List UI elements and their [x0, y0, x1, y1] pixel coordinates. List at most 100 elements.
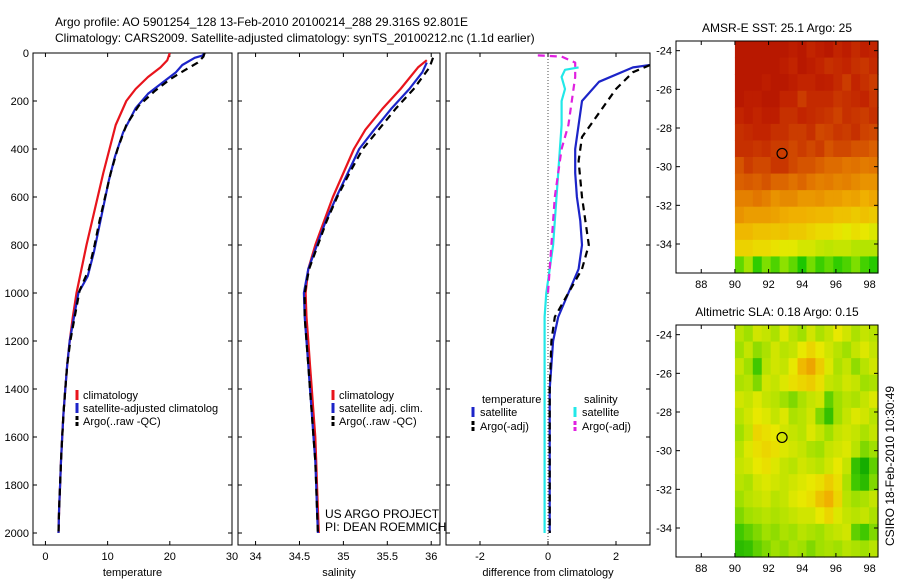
heatmap-cell [752, 374, 763, 392]
heatmap-cell [779, 490, 790, 508]
heatmap-cell [815, 41, 825, 59]
y-tick-label: -26 [656, 368, 672, 380]
heatmap-cell [752, 90, 763, 108]
heatmap-cell [815, 490, 825, 508]
heatmap-cell [806, 374, 816, 392]
heatmap-cell [869, 90, 879, 108]
heatmap-cell [815, 424, 825, 442]
heatmap-cell [833, 57, 843, 75]
x-tick-label: 34.5 [289, 551, 310, 563]
heatmap-cell [743, 90, 754, 108]
map-title: AMSR-E SST: 25.1 Argo: 25 [702, 21, 852, 35]
heatmap-cell [743, 374, 754, 392]
heatmap-cell [734, 457, 745, 475]
heatmap-cell [752, 490, 763, 508]
heatmap-cell [761, 474, 772, 492]
heatmap-cell [743, 358, 754, 376]
heatmap-cell [743, 457, 754, 475]
heatmap-cell [761, 441, 772, 459]
heatmap-cell [842, 424, 852, 442]
heatmap-cell [797, 374, 808, 392]
heatmap-cell [797, 457, 808, 475]
heatmap-cell [815, 140, 825, 158]
legend-group-title: temperature [482, 394, 541, 406]
heatmap-cell [770, 374, 781, 392]
heatmap-cell [743, 490, 754, 508]
heatmap-cell [851, 173, 861, 191]
heatmap-cell [752, 123, 763, 142]
heatmap-cell [779, 41, 790, 59]
heatmap-cell [752, 74, 763, 92]
heatmap-cell [752, 325, 763, 343]
heatmap-cell [761, 391, 772, 409]
y-tick-label: 400 [11, 144, 29, 156]
heatmap-cell [869, 441, 879, 459]
y-tick-label: -32 [656, 484, 672, 496]
heatmap-cell [734, 123, 745, 142]
heatmap-cell [779, 457, 790, 475]
heatmap-cell [788, 57, 799, 75]
heatmap-cell [869, 107, 879, 125]
heatmap-cell [770, 256, 781, 274]
heatmap-cell [797, 325, 808, 343]
heatmap-cell [761, 358, 772, 376]
heatmap-cell [770, 223, 781, 241]
heatmap-cell [851, 507, 861, 525]
heatmap-cell [779, 190, 790, 208]
heatmap-cell [761, 206, 772, 224]
heatmap-cell [851, 490, 861, 508]
heatmap-cell [788, 206, 799, 224]
heatmap-cell [779, 223, 790, 241]
heatmap-cell [860, 424, 870, 442]
heatmap-cell [869, 223, 879, 241]
x-tick-label: 98 [863, 279, 875, 291]
heatmap-cell [860, 540, 870, 558]
x-tick-label: 0 [42, 551, 48, 563]
heatmap-cell [743, 441, 754, 459]
series-group [302, 57, 435, 534]
x-tick-label: 20 [164, 551, 176, 563]
y-tick-label: 1800 [5, 480, 29, 492]
heatmap-cell [806, 107, 816, 125]
heatmap-cell [833, 190, 843, 208]
heatmap-cell [815, 256, 825, 274]
heatmap-cell [851, 223, 861, 241]
series-line-magenta [537, 54, 577, 294]
heatmap-cell [788, 173, 799, 191]
heatmap-cell [788, 474, 799, 492]
heatmap-cell [779, 173, 790, 191]
heatmap-cell [797, 140, 808, 158]
heatmap-cell [833, 325, 843, 343]
heatmap-cell [869, 374, 879, 392]
heatmap-cell [869, 123, 879, 142]
x-axis-label: temperature [103, 567, 162, 579]
heatmap-cell [743, 523, 754, 542]
heatmap-cell [743, 57, 754, 75]
heatmap-cell [734, 157, 745, 175]
heatmap-cell [869, 173, 879, 191]
heatmap-cell [752, 441, 763, 459]
heatmap-cell [743, 256, 754, 274]
heatmap-cell [869, 407, 879, 426]
heatmap-cell [797, 358, 808, 376]
y-tick-label: 2000 [5, 528, 29, 540]
x-tick-label: 96 [830, 279, 842, 291]
heatmap-cell [797, 341, 808, 359]
legend: temperaturesatelliteArgo(-adj)salinitysa… [471, 394, 631, 433]
heatmap-cell [788, 90, 799, 108]
series-line-blue [57, 53, 205, 534]
sla-map-chart: Altimetric SLA: 0.18 Argo: 0.15 88 90 92 94 9… [656, 305, 879, 575]
heatmap-cell [833, 523, 843, 542]
heatmap-cell [824, 407, 834, 426]
heatmap-cell [815, 441, 825, 459]
heatmap-cell [851, 341, 861, 359]
heatmap-cell [851, 239, 861, 258]
series-line-red [57, 53, 171, 534]
heatmap-cell [797, 507, 808, 525]
heatmap-cell [824, 325, 834, 343]
heatmap-cell [815, 358, 825, 376]
heatmap-cell [788, 391, 799, 409]
heatmap-cell [734, 223, 745, 241]
x-tick-label: 94 [796, 279, 808, 291]
